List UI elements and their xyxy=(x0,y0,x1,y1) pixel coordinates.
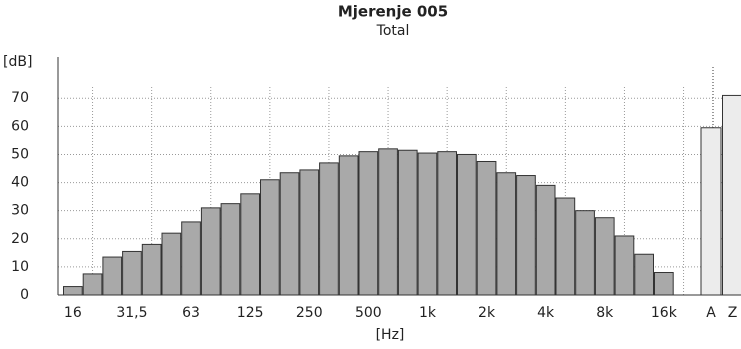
x-tick-label: 31,5 xyxy=(116,305,147,321)
x-tick-label: A xyxy=(706,305,716,321)
x-tick-label: 250 xyxy=(296,305,323,321)
bar xyxy=(141,243,162,296)
x-tick-label: 16k xyxy=(651,305,678,321)
bar xyxy=(516,175,536,296)
bar xyxy=(457,153,477,296)
x-tick-label: 125 xyxy=(237,305,264,321)
bar xyxy=(102,256,123,296)
bar xyxy=(722,94,741,296)
bar xyxy=(358,151,379,296)
y-tick-label: 0 xyxy=(20,287,29,303)
bar xyxy=(181,221,201,296)
bar xyxy=(614,235,635,296)
x-tick-label: 500 xyxy=(355,305,382,321)
bar xyxy=(260,179,280,296)
y-tick-label: 40 xyxy=(11,175,29,191)
bar xyxy=(82,273,103,296)
bar xyxy=(200,207,221,296)
y-tick-label: 30 xyxy=(11,203,29,219)
bar xyxy=(535,184,556,296)
bar xyxy=(122,250,142,296)
x-tick-label: 16 xyxy=(64,305,82,321)
bar xyxy=(240,193,261,296)
x-tick-label: 63 xyxy=(182,305,200,321)
bar xyxy=(299,169,320,296)
bar xyxy=(654,272,674,296)
y-tick-label: 70 xyxy=(11,90,29,106)
bar xyxy=(338,155,359,296)
y-tick-label: 50 xyxy=(11,146,29,162)
y-tick-label: 20 xyxy=(11,231,29,247)
x-tick-label: Z xyxy=(728,305,738,321)
bar xyxy=(161,232,182,296)
bar xyxy=(220,203,241,296)
bar xyxy=(476,160,497,296)
y-tick-label: 10 xyxy=(11,259,29,275)
chart-title: Mjerenje 005 xyxy=(338,3,448,21)
x-tick-label: 2k xyxy=(478,305,496,321)
bar xyxy=(417,152,438,296)
bar xyxy=(437,151,457,296)
x-axis-label: [Hz] xyxy=(376,327,405,343)
bar xyxy=(496,172,517,296)
chart-subtitle: Total xyxy=(376,23,410,39)
bar xyxy=(634,253,654,296)
x-tick-label: 4k xyxy=(537,305,555,321)
bar xyxy=(319,162,339,296)
bar xyxy=(594,217,615,296)
y-axis-label: [dB] xyxy=(3,54,32,70)
x-tick-label: 8k xyxy=(596,305,614,321)
bar xyxy=(378,148,398,296)
bar xyxy=(700,127,722,296)
x-tick-label: 1k xyxy=(419,305,437,321)
bar xyxy=(279,172,300,296)
bar xyxy=(63,286,83,296)
bar xyxy=(555,197,576,296)
bar xyxy=(397,149,418,296)
bar xyxy=(575,210,595,296)
y-tick-label: 60 xyxy=(11,118,29,134)
